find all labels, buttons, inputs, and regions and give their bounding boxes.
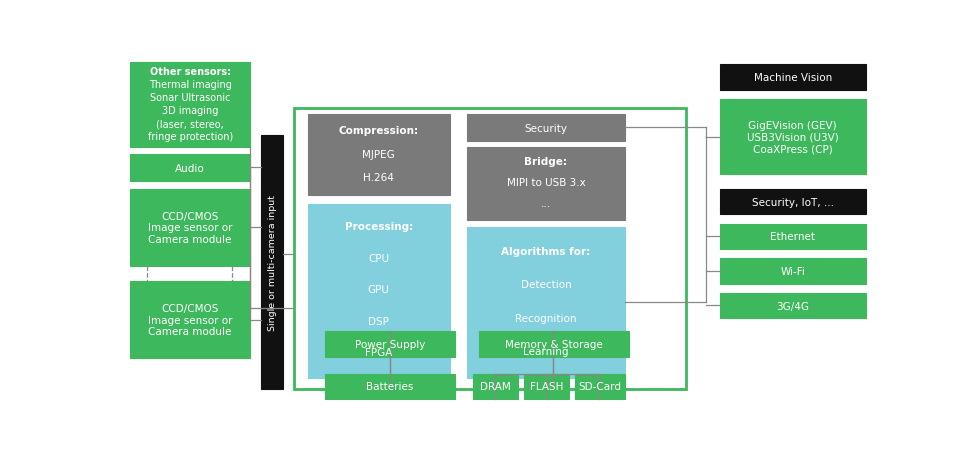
FancyBboxPatch shape (131, 190, 250, 266)
Text: Recognition: Recognition (515, 313, 576, 323)
Text: Wi-Fi: Wi-Fi (780, 266, 805, 276)
Text: Audio: Audio (176, 163, 205, 174)
Text: DSP: DSP (369, 316, 389, 326)
Text: FPGA: FPGA (365, 347, 393, 358)
Text: Security, IoT, ...: Security, IoT, ... (752, 197, 834, 207)
Text: Sonar Ultrasonic: Sonar Ultrasonic (150, 93, 230, 103)
Text: Security: Security (525, 123, 567, 134)
Text: 3D imaging: 3D imaging (162, 106, 218, 116)
FancyBboxPatch shape (261, 136, 283, 389)
Text: GPU: GPU (368, 285, 390, 295)
Text: Algorithms for:: Algorithms for: (501, 246, 591, 256)
Text: DRAM: DRAM (480, 381, 511, 392)
FancyBboxPatch shape (473, 374, 518, 399)
FancyBboxPatch shape (131, 282, 250, 358)
Text: MJPEG: MJPEG (363, 149, 395, 159)
Text: Single or multi-camera input: Single or multi-camera input (268, 195, 277, 330)
Text: 3G/4G: 3G/4G (776, 301, 809, 311)
FancyBboxPatch shape (479, 332, 629, 357)
FancyBboxPatch shape (467, 228, 625, 378)
FancyBboxPatch shape (720, 259, 866, 284)
FancyBboxPatch shape (325, 332, 455, 357)
FancyBboxPatch shape (131, 63, 250, 147)
Text: H.264: H.264 (364, 172, 394, 182)
Text: Batteries: Batteries (367, 381, 413, 392)
FancyBboxPatch shape (467, 115, 625, 142)
Text: MIPI to USB 3.x: MIPI to USB 3.x (507, 178, 585, 188)
Text: Processing:: Processing: (345, 222, 413, 232)
FancyBboxPatch shape (307, 115, 450, 196)
Text: Bridge:: Bridge: (525, 157, 567, 167)
Text: Ethernet: Ethernet (770, 232, 815, 242)
FancyBboxPatch shape (131, 155, 250, 182)
Text: Compression:: Compression: (338, 126, 419, 136)
Text: CCD/CMOS
Image sensor or
Camera module: CCD/CMOS Image sensor or Camera module (148, 303, 232, 337)
Text: CPU: CPU (369, 253, 389, 263)
FancyBboxPatch shape (325, 374, 455, 399)
Text: FLASH: FLASH (529, 381, 563, 392)
Text: GigEVision (GEV)
USB3Vision (U3V)
CoaXPress (CP): GigEVision (GEV) USB3Vision (U3V) CoaXPr… (747, 121, 838, 154)
Text: Machine Vision: Machine Vision (754, 73, 832, 83)
FancyBboxPatch shape (720, 293, 866, 319)
FancyBboxPatch shape (575, 374, 625, 399)
Text: Thermal imaging: Thermal imaging (149, 80, 232, 90)
Text: Power Supply: Power Supply (355, 339, 425, 349)
FancyBboxPatch shape (720, 100, 866, 175)
Text: Other sensors:: Other sensors: (149, 67, 231, 77)
FancyBboxPatch shape (524, 374, 568, 399)
Text: SD-Card: SD-Card (578, 381, 621, 392)
Text: Detection: Detection (521, 280, 571, 290)
Text: Memory & Storage: Memory & Storage (505, 339, 603, 349)
FancyBboxPatch shape (720, 65, 866, 90)
FancyBboxPatch shape (720, 190, 866, 215)
FancyBboxPatch shape (720, 224, 866, 250)
Text: CCD/CMOS
Image sensor or
Camera module: CCD/CMOS Image sensor or Camera module (148, 212, 232, 245)
Text: Learning: Learning (524, 346, 568, 356)
Text: ...: ... (541, 199, 551, 208)
Text: fringe protection): fringe protection) (147, 132, 233, 142)
Text: (laser, stereo,: (laser, stereo, (156, 119, 224, 129)
FancyBboxPatch shape (467, 147, 625, 220)
FancyBboxPatch shape (307, 205, 450, 378)
